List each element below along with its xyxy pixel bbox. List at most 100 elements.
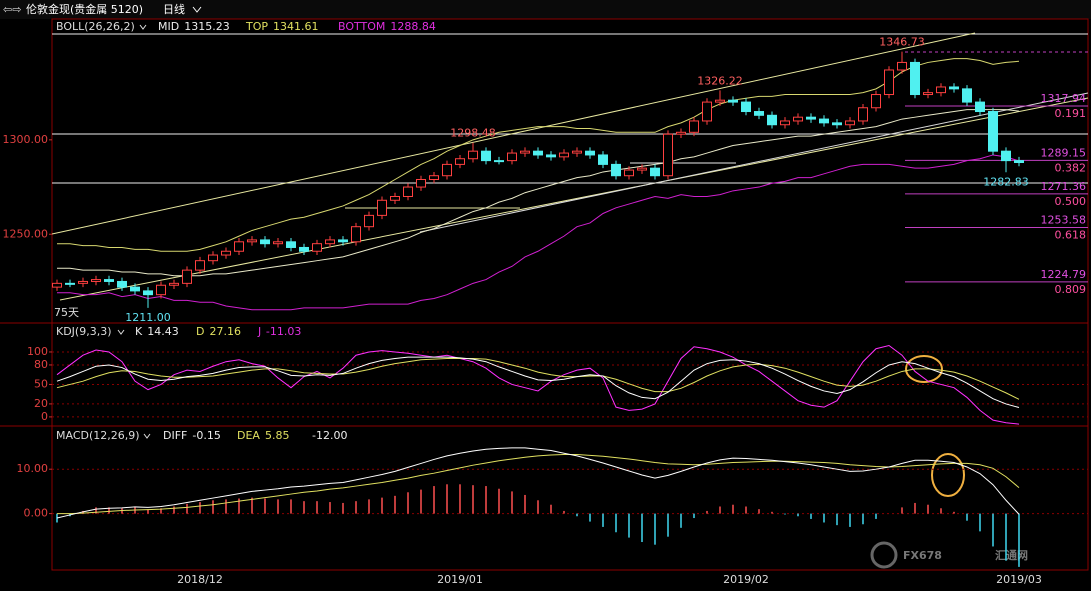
candle-body: [858, 107, 868, 122]
watermark-logo: [870, 541, 898, 569]
candle-body: [793, 116, 803, 122]
candle-body: [546, 154, 556, 158]
highlight-circle: [905, 355, 943, 383]
high-label: 1346.73: [879, 36, 925, 49]
candle-body: [182, 269, 192, 284]
symbol[interactable]: 伦敦金现(贵金属 5120): [26, 2, 143, 16]
y-tick-label: 1250.00: [3, 227, 49, 240]
candle-body: [260, 239, 270, 245]
candle-body: [91, 279, 101, 282]
label: D: [196, 325, 204, 338]
candle-body: [299, 246, 309, 252]
candle-body: [780, 120, 790, 126]
candle-body: [481, 150, 491, 162]
drawing-lines: [51, 32, 1089, 301]
fib-price: 1224.79: [1041, 268, 1087, 281]
label: TOP: [245, 20, 268, 33]
label: BOTTOM: [338, 20, 385, 33]
low-label: 1211.00: [125, 311, 171, 324]
candle-body: [1014, 160, 1024, 164]
y-tick-label: 20: [34, 397, 48, 410]
fib-ratio: 0.191: [1055, 107, 1087, 120]
kdj-title: KDJ(9,3,3): [56, 325, 112, 338]
candle-body: [104, 279, 114, 282]
candle-body: [65, 282, 75, 285]
candle-body: [975, 101, 985, 113]
y-tick-label: 0: [41, 410, 48, 423]
low-label: 1282.83: [983, 175, 1029, 188]
candle-body: [637, 167, 647, 171]
y-tick-label: 100: [27, 345, 48, 358]
value: 5.85: [265, 429, 290, 442]
fib-price: 1253.58: [1041, 213, 1087, 226]
x-tick-label: 2018/12: [177, 573, 223, 586]
candle-body: [988, 111, 998, 152]
dropdown-caret[interactable]: [192, 6, 202, 13]
candle-body: [338, 239, 348, 243]
candle-body: [377, 199, 387, 216]
candle-body: [897, 61, 907, 71]
boll-top-header: TOP 1341.61: [245, 20, 319, 33]
value: 27.16: [209, 325, 241, 338]
candle-body: [689, 120, 699, 133]
candle-body: [624, 169, 634, 177]
value: 1341.61: [273, 20, 319, 33]
highlight-circle: [931, 453, 965, 497]
value: 14.43: [147, 325, 179, 338]
y-tick-label: 80: [34, 358, 48, 371]
boll-title: BOLL(26,26,2): [56, 20, 135, 33]
period[interactable]: 日线: [163, 2, 185, 16]
value: 1315.23: [184, 20, 230, 33]
candle-body: [611, 163, 621, 177]
boll-mid: [57, 109, 1020, 277]
candle-body: [767, 114, 777, 126]
macd-dea: [57, 454, 1020, 515]
candle-body: [832, 122, 842, 126]
label: K: [135, 325, 143, 338]
macd-title: MACD(12,26,9): [56, 429, 140, 442]
candle-body: [221, 250, 231, 256]
high-label: 1298.48: [450, 127, 496, 140]
y-tick-label: 0.00: [24, 507, 49, 520]
boll-bottom-header: BOTTOM 1288.84: [338, 20, 436, 33]
candle-body: [663, 133, 673, 177]
candle-body: [455, 158, 465, 165]
candle-body: [559, 152, 569, 158]
candle-body: [598, 154, 608, 165]
high-label: 1326.22: [697, 74, 743, 87]
candle-body: [572, 150, 582, 154]
boll-top: [57, 58, 1020, 252]
caret: [139, 24, 147, 30]
period-label: 75天: [54, 306, 79, 319]
candle-body: [312, 243, 322, 252]
candle-body: [650, 167, 660, 177]
candle-body: [351, 226, 361, 243]
frames: [0, 18, 1089, 571]
kdj-j: [56, 344, 1020, 425]
candle-body: [923, 92, 933, 96]
toolbar: [0, 0, 1091, 19]
candle-body: [169, 282, 179, 286]
candle-body: [806, 116, 816, 120]
candle-body: [676, 131, 686, 135]
x-tick-label: 2019/03: [996, 573, 1042, 586]
macd-header: -12.00: [312, 429, 347, 442]
candle-body: [117, 280, 127, 288]
candle-body: [442, 163, 452, 177]
macd-diff: [56, 447, 1020, 519]
candle-body: [871, 94, 881, 109]
fib-ratio: 0.809: [1055, 283, 1087, 296]
x-tick-label: 2019/01: [437, 573, 483, 586]
candle-body: [884, 69, 894, 96]
label: DIFF: [163, 429, 187, 442]
candle-body: [533, 150, 543, 156]
candle-body: [936, 86, 946, 94]
candle-body: [585, 150, 595, 156]
watermark-name: 汇通网: [995, 549, 1028, 562]
caret: [143, 433, 151, 439]
candle-body: [728, 99, 738, 103]
boll-mid-header: MID 1315.23: [158, 20, 230, 33]
candle-body: [741, 101, 751, 113]
nav-arrows[interactable]: ⇦⇨: [3, 3, 21, 16]
